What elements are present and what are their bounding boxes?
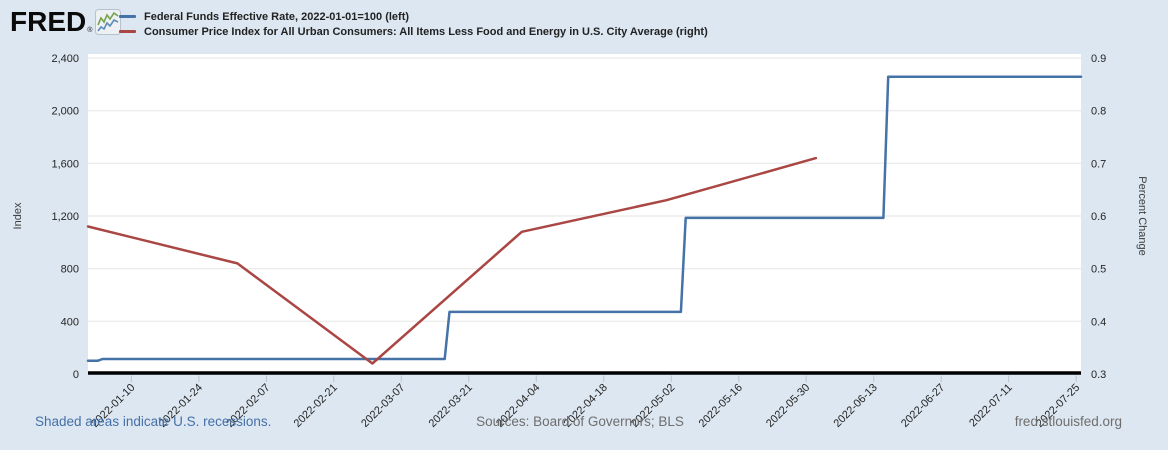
- fred-logo[interactable]: FRED ®: [10, 6, 122, 37]
- legend-label: Federal Funds Effective Rate, 2022-01-01…: [144, 10, 410, 23]
- series-line-fed-funds[interactable]: [86, 75, 1083, 363]
- left-tick-label: 400: [61, 316, 79, 328]
- legend-line-sample-red: [119, 30, 136, 33]
- left-tick-label: 2,000: [51, 106, 79, 118]
- plot-background: [88, 54, 1081, 374]
- left-tick-label: 1,200: [51, 211, 79, 223]
- sources-text: Sources: Board of Governors; BLS: [476, 414, 684, 429]
- recession-note-link[interactable]: Shaded areas indicate U.S. recessions.: [35, 414, 272, 429]
- right-tick-label: 0.5: [1091, 264, 1106, 276]
- left-tick-label: 1,600: [51, 158, 79, 170]
- x-tick-label: 2022-06-13: [832, 382, 880, 430]
- x-tick-label: 2022-06-27: [899, 382, 947, 430]
- x-tick-label: 2022-05-30: [764, 382, 812, 430]
- right-tick-label: 0.8: [1091, 106, 1106, 118]
- legend-item-cpi: Consumer Price Index for All Urban Consu…: [119, 24, 708, 39]
- legend-item-federal-funds: Federal Funds Effective Rate, 2022-01-01…: [119, 9, 708, 24]
- left-axis-title: Index: [12, 202, 24, 229]
- fred-logo-text: FRED: [10, 6, 87, 37]
- right-tick-label: 0.3: [1091, 369, 1106, 381]
- x-tick-label: 2022-03-21: [427, 382, 475, 430]
- right-tick-label: 0.4: [1091, 316, 1106, 328]
- left-tick-label: 800: [61, 264, 79, 276]
- right-tick-label: 0.9: [1091, 53, 1106, 65]
- chart-legend: Federal Funds Effective Rate, 2022-01-01…: [119, 9, 708, 39]
- series-line-cpi[interactable]: [86, 156, 818, 365]
- left-tick-label: 0: [73, 369, 79, 381]
- x-tick-label: 2022-02-21: [292, 382, 340, 430]
- x-tick-label: 2022-03-07: [359, 382, 407, 430]
- fred-sparkline-icon: [95, 9, 122, 35]
- left-tick-label: 2,400: [51, 53, 79, 65]
- right-axis-title: Percent Change: [1136, 176, 1148, 256]
- x-tick-label: 2022-05-16: [697, 382, 745, 430]
- legend-label: Consumer Price Index for All Urban Consu…: [144, 25, 708, 38]
- right-tick-label: 0.6: [1091, 211, 1106, 223]
- right-tick-label: 0.7: [1091, 158, 1106, 170]
- fred-site-link[interactable]: fred.stlouisfed.org: [1014, 414, 1122, 429]
- registered-mark: ®: [87, 27, 93, 34]
- x-tick-label: 2022-07-11: [967, 382, 1015, 430]
- legend-line-sample-blue: [119, 15, 136, 18]
